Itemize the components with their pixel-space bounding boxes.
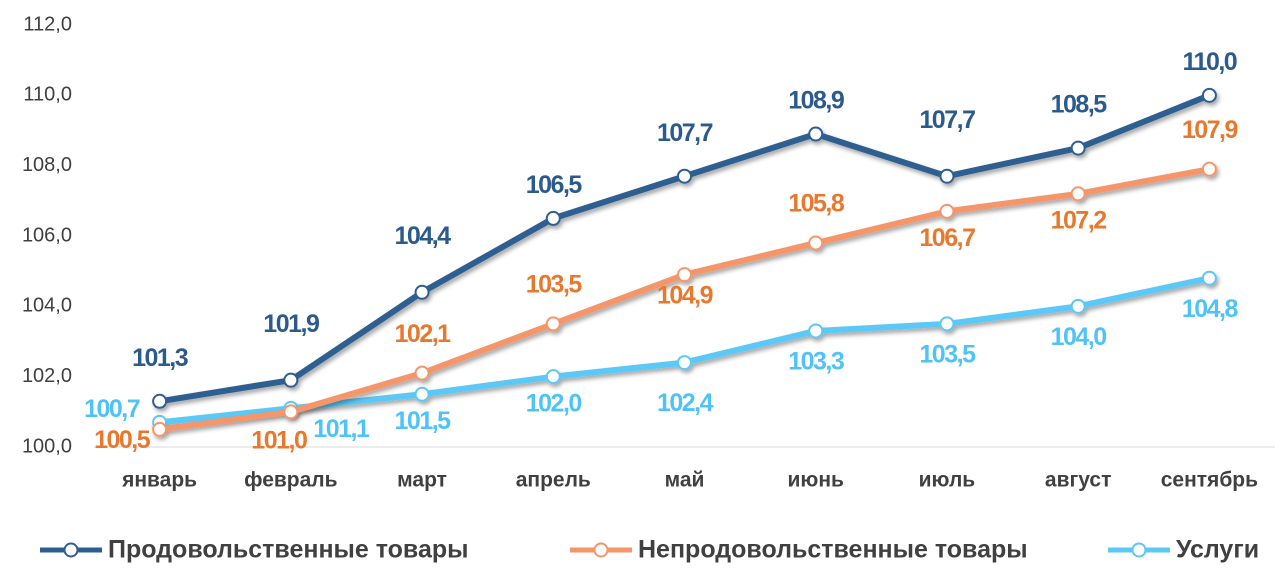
data-label: 102,0 bbox=[526, 389, 582, 417]
marker bbox=[677, 267, 692, 283]
y-tick-label: 102,0 bbox=[22, 365, 72, 387]
legend-marker bbox=[1131, 542, 1147, 558]
data-label: 101,9 bbox=[263, 310, 319, 338]
marker bbox=[152, 393, 168, 409]
data-label: 106,7 bbox=[919, 224, 975, 252]
data-label: 106,5 bbox=[526, 171, 583, 199]
legend-label: Непродовольственные товары bbox=[638, 536, 1028, 564]
legend-label: Продовольственные товары bbox=[108, 536, 469, 564]
data-label: 108,9 bbox=[788, 87, 844, 115]
marker bbox=[283, 404, 299, 420]
data-label: 104,9 bbox=[657, 281, 713, 309]
data-label: 104,0 bbox=[1051, 323, 1107, 351]
marker bbox=[808, 126, 824, 142]
x-tick-label: март bbox=[397, 469, 447, 492]
data-label: 105,8 bbox=[788, 190, 845, 218]
marker bbox=[283, 372, 299, 388]
x-tick-label: август bbox=[1045, 469, 1111, 492]
data-label: 101,1 bbox=[313, 415, 370, 443]
y-tick-label: 112,0 bbox=[23, 13, 72, 35]
marker bbox=[939, 316, 955, 332]
marker bbox=[1201, 87, 1217, 103]
data-label: 101,5 bbox=[395, 407, 452, 435]
x-tick-label: февраль bbox=[244, 469, 338, 492]
marker bbox=[545, 210, 561, 226]
data-label: 110,0 bbox=[1183, 48, 1237, 76]
marker bbox=[1201, 161, 1217, 177]
legend-marker bbox=[593, 542, 609, 558]
marker bbox=[1201, 270, 1217, 286]
data-label: 100,5 bbox=[94, 426, 151, 454]
data-label: 101,3 bbox=[132, 344, 188, 372]
marker bbox=[414, 284, 430, 300]
data-label: 107,7 bbox=[919, 106, 975, 134]
data-label: 103,5 bbox=[526, 271, 583, 299]
x-tick-label: январь bbox=[121, 469, 197, 492]
data-label: 107,7 bbox=[657, 119, 713, 147]
x-tick-label: июнь bbox=[788, 469, 845, 492]
data-label: 104,8 bbox=[1182, 295, 1239, 323]
marker bbox=[414, 365, 430, 381]
marker bbox=[939, 203, 955, 219]
marker bbox=[808, 323, 824, 339]
y-tick-label: 108,0 bbox=[22, 154, 72, 176]
marker bbox=[545, 316, 561, 332]
y-tick-label: 100,0 bbox=[22, 435, 72, 457]
marker bbox=[1070, 186, 1086, 202]
marker bbox=[545, 369, 561, 385]
marker bbox=[939, 168, 955, 184]
marker bbox=[152, 421, 168, 437]
data-label: 107,9 bbox=[1182, 116, 1238, 144]
x-tick-label: май bbox=[665, 469, 705, 492]
series bbox=[152, 161, 1217, 437]
data-label: 103,3 bbox=[788, 348, 844, 376]
data-label: 104,4 bbox=[395, 222, 452, 250]
data-label: 102,1 bbox=[395, 320, 452, 348]
data-label: 108,5 bbox=[1051, 91, 1108, 119]
marker bbox=[677, 355, 692, 371]
marker bbox=[1070, 140, 1086, 156]
y-tick-label: 106,0 bbox=[22, 224, 72, 246]
series bbox=[152, 87, 1217, 409]
x-tick-label: сентябрь bbox=[1161, 469, 1258, 492]
data-label: 101,0 bbox=[251, 426, 307, 454]
legend-marker bbox=[63, 542, 79, 558]
y-tick-label: 110,0 bbox=[23, 84, 72, 106]
data-label: 102,4 bbox=[657, 389, 714, 417]
marker bbox=[1070, 298, 1086, 314]
y-tick-label: 104,0 bbox=[22, 295, 72, 317]
data-label: 103,5 bbox=[919, 341, 976, 369]
marker bbox=[677, 168, 692, 184]
legend-label: Услуги bbox=[1176, 536, 1259, 564]
marker bbox=[414, 386, 430, 402]
data-label: 100,7 bbox=[84, 395, 140, 423]
data-label: 107,2 bbox=[1051, 206, 1107, 234]
marker bbox=[808, 235, 824, 251]
x-tick-label: апрель bbox=[516, 469, 591, 492]
x-tick-label: июль bbox=[919, 469, 976, 492]
